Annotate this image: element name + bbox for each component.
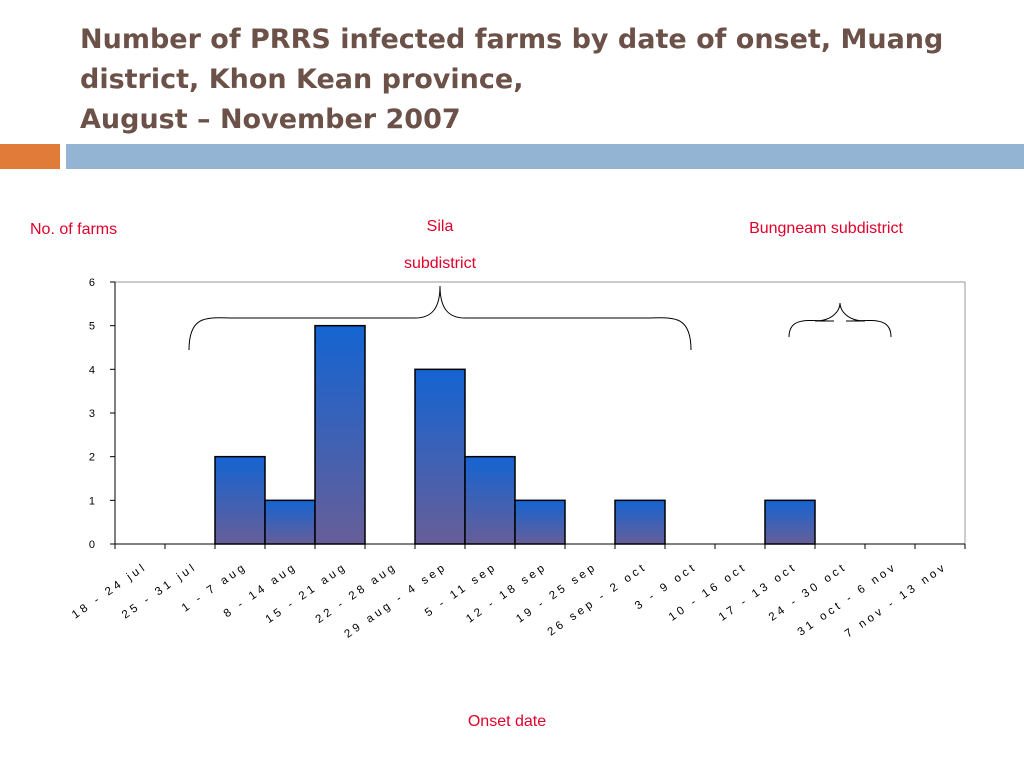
- bar: [414, 368, 466, 545]
- y-tick-label: 1: [89, 495, 95, 507]
- accent-bar-orange: [0, 144, 60, 169]
- annotation-brace: [188, 285, 692, 351]
- annotation-label: Bungneam subdistrict: [749, 220, 903, 237]
- title-line-3: August – November 2007: [80, 104, 461, 135]
- y-tick-label: 6: [89, 277, 95, 289]
- bar: [614, 499, 666, 545]
- x-tick-label: 22 - 28 aug: [314, 561, 400, 626]
- y-axis-title: No. of farms: [30, 221, 117, 238]
- title-line-2: district, Khon Kean province,: [80, 64, 524, 95]
- annotation-label: subdistrict: [404, 255, 477, 272]
- y-tick-label: 4: [89, 364, 95, 376]
- y-tick-label: 0: [89, 539, 95, 551]
- annotation-brace: [788, 302, 892, 338]
- bar: [264, 499, 316, 545]
- accent-bar-blue: [66, 144, 1024, 169]
- title-line-1: Number of PRRS infected farms by date of…: [80, 24, 944, 55]
- bar: [764, 499, 816, 545]
- bar: [464, 455, 516, 545]
- bar: [314, 324, 366, 545]
- x-axis-title: Onset date: [468, 713, 546, 730]
- y-tick-label: 5: [89, 321, 95, 333]
- y-tick-label: 2: [89, 452, 95, 464]
- slide-title: Number of PRRS infected farms by date of…: [80, 20, 980, 140]
- x-tick-label: 19 - 25 sep: [514, 561, 600, 626]
- annotation-label: Sila: [427, 218, 454, 235]
- x-tick-label: 15 - 21 aug: [264, 561, 350, 626]
- y-tick-label: 3: [89, 408, 95, 420]
- x-tick-label: 12 - 18 sep: [464, 561, 550, 626]
- x-tick-label: 26 sep - 2 oct: [546, 561, 650, 639]
- bar: [514, 499, 566, 545]
- bar: [214, 455, 266, 545]
